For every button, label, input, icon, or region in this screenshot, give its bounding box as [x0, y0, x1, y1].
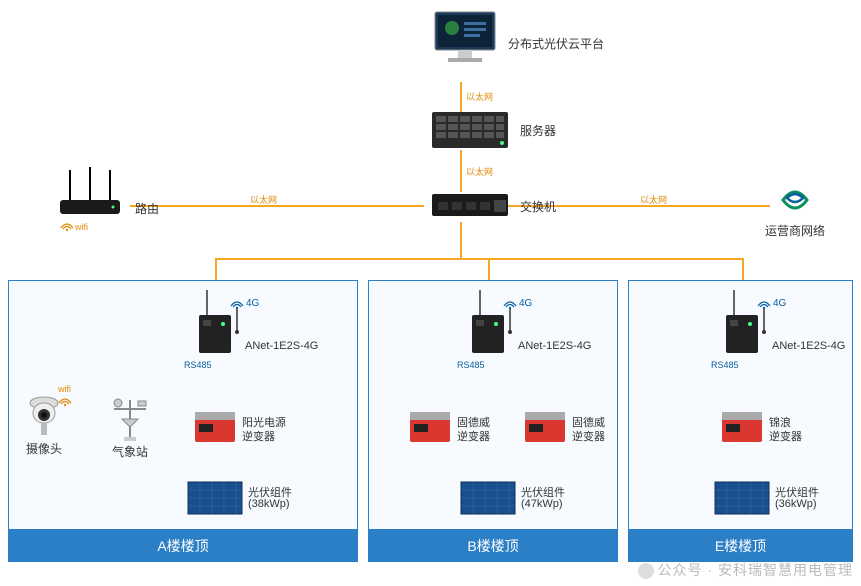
carrier-icon	[775, 180, 815, 220]
inv-e-label2: 逆变器	[769, 428, 802, 444]
camera-label: 摄像头	[26, 440, 62, 457]
camera-wifi-icon	[58, 395, 72, 407]
pv-e-label2: (36kWp)	[775, 498, 817, 510]
router-label: 路由	[135, 200, 159, 217]
carrier-label: 运营商网络	[765, 222, 825, 239]
switch-label: 交换机	[520, 198, 556, 215]
camera-wifi-label: wifi	[58, 384, 71, 394]
switch-node	[430, 190, 510, 220]
fourg-e-label: 4G	[773, 298, 786, 309]
fourg-a-icon	[230, 298, 244, 310]
server-icon	[430, 110, 510, 150]
inv-b1-icon	[408, 410, 452, 444]
inv-b1-label2: 逆变器	[457, 428, 490, 444]
rs485-e-label: RS485	[711, 360, 739, 370]
carrier-node	[775, 180, 815, 220]
inv-a-node	[193, 410, 237, 444]
pv-b-label2: (47kWp)	[521, 498, 563, 510]
watermark: 公众号 · 安科瑞智慧用电管理	[638, 560, 853, 580]
pv-a-icon	[186, 480, 244, 516]
platform-node	[430, 10, 500, 65]
inv-b2-icon	[523, 410, 567, 444]
line-server-switch	[460, 150, 462, 192]
pv-a-node	[186, 480, 244, 516]
anet-a-label: ANet-1E2S-4G	[245, 340, 318, 352]
eth-label-3: 以太网	[250, 193, 277, 206]
inv-b1-node	[408, 410, 452, 444]
pv-b-node	[459, 480, 517, 516]
inv-b2-label2: 逆变器	[572, 428, 605, 444]
pv-e-node	[713, 480, 771, 516]
inv-e-icon	[720, 410, 764, 444]
anet-e-label: ANet-1E2S-4G	[772, 340, 845, 352]
monitor-icon	[430, 10, 500, 65]
pv-e-icon	[713, 480, 771, 516]
router-node	[55, 165, 125, 220]
inv-a-label2: 逆变器	[242, 428, 275, 444]
rs485-a-label: RS485	[184, 360, 212, 370]
router-wifi-icon	[60, 220, 74, 232]
pv-b-icon	[459, 480, 517, 516]
watermark-text: 公众号 · 安科瑞智慧用电管理	[658, 562, 853, 578]
fourg-b-icon	[503, 298, 517, 310]
eth-label-1: 以太网	[466, 90, 493, 103]
platform-label: 分布式光伏云平台	[508, 35, 604, 52]
inv-e-node	[720, 410, 764, 444]
server-node	[430, 110, 510, 150]
switch-icon	[430, 190, 510, 220]
pv-a-label2: (38kWp)	[248, 498, 290, 510]
server-label: 服务器	[520, 122, 556, 139]
line-hbar-buildings	[215, 258, 743, 260]
roof-a: A楼楼顶	[8, 530, 358, 562]
eth-label-2: 以太网	[466, 165, 493, 178]
router-wifi-label: wifi	[75, 222, 88, 232]
anet-b-label: ANet-1E2S-4G	[518, 340, 591, 352]
weather-node: 气象站	[108, 395, 152, 460]
roof-e: E楼楼顶	[628, 530, 853, 562]
fourg-a-label: 4G	[246, 298, 259, 309]
fourg-b-label: 4G	[519, 298, 532, 309]
fourg-e-icon	[757, 298, 771, 310]
rs485-b-label: RS485	[457, 360, 485, 370]
inv-b2-node	[523, 410, 567, 444]
line-switch-down	[460, 222, 462, 260]
line-platform-server	[460, 82, 462, 112]
router-icon	[55, 165, 125, 220]
roof-b: B楼楼顶	[368, 530, 618, 562]
weather-label: 气象站	[112, 443, 148, 460]
eth-label-4: 以太网	[640, 193, 667, 206]
watermark-icon	[638, 563, 654, 579]
inv-a-icon	[193, 410, 237, 444]
weather-icon	[108, 395, 152, 443]
